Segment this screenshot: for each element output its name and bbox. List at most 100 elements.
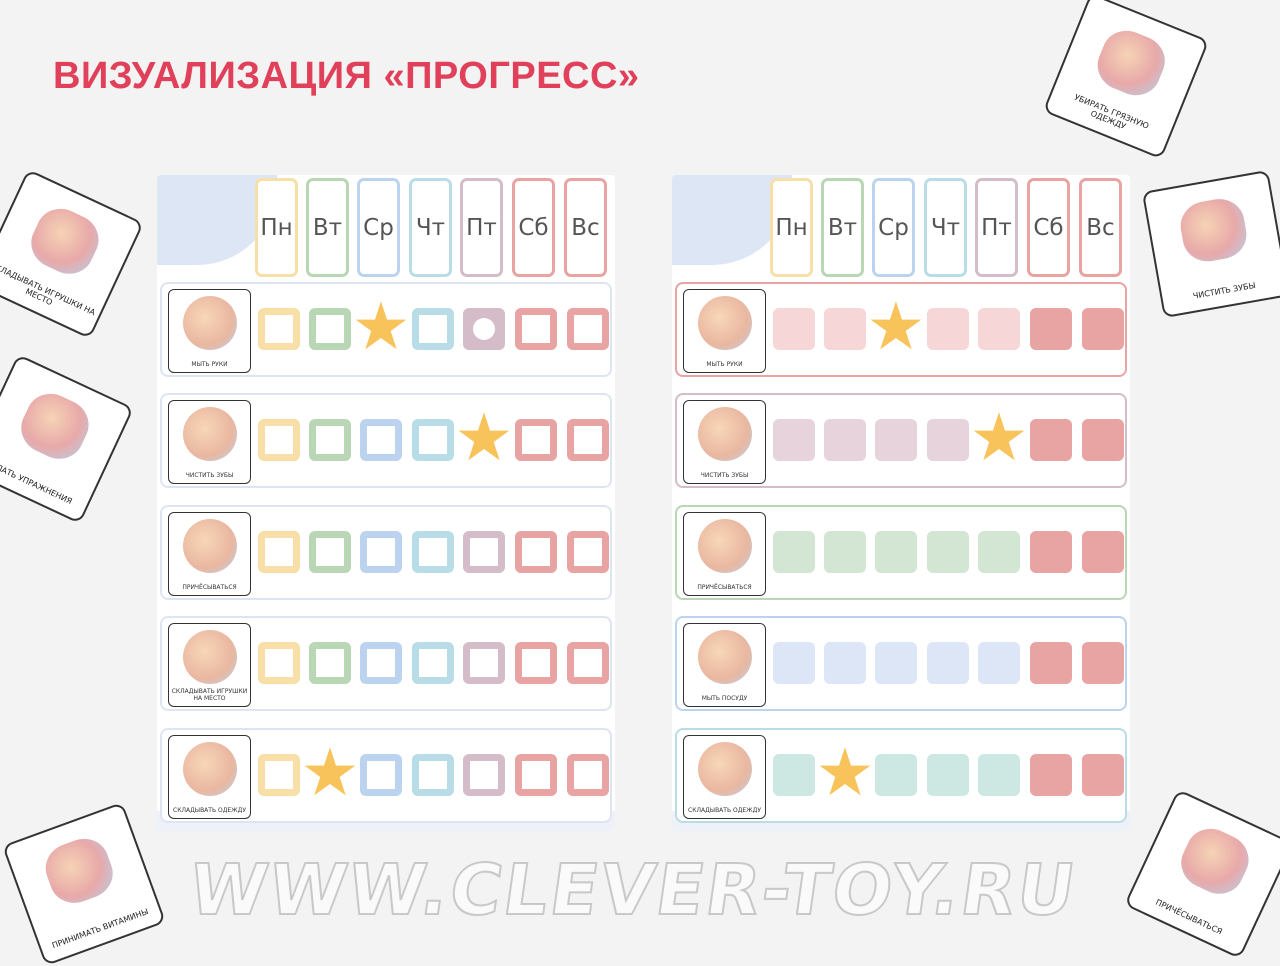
day-header: Сб: [1027, 178, 1070, 277]
day-checkbox[interactable]: [875, 419, 917, 461]
card-label: ПРИНИМАТЬ ВИТАМИНЫ: [50, 906, 150, 951]
day-checkbox[interactable]: [360, 642, 402, 684]
card-label: ПРИЧЁСЫВАТЬСЯ: [1154, 897, 1224, 937]
day-checkbox[interactable]: [567, 642, 609, 684]
day-checkbox[interactable]: [258, 419, 300, 461]
day-checkbox[interactable]: [824, 419, 866, 461]
star-icon[interactable]: ★: [969, 399, 1029, 476]
day-checkbox[interactable]: [1082, 754, 1124, 796]
day-checkbox[interactable]: [978, 308, 1020, 350]
day-checkbox[interactable]: [927, 754, 969, 796]
day-checkbox[interactable]: [412, 754, 454, 796]
day-checkbox[interactable]: [360, 754, 402, 796]
day-checkbox[interactable]: [309, 308, 351, 350]
task-label: СКЛАДЫВАТЬ ОДЕЖДУ: [688, 807, 761, 814]
day-checkbox[interactable]: [515, 642, 557, 684]
day-checkbox[interactable]: [258, 531, 300, 573]
day-checkbox[interactable]: [824, 308, 866, 350]
day-checkbox[interactable]: [567, 419, 609, 461]
day-checkbox[interactable]: [360, 531, 402, 573]
day-checkbox[interactable]: [463, 531, 505, 573]
day-checkbox[interactable]: [258, 308, 300, 350]
star-icon[interactable]: ★: [454, 399, 514, 476]
day-checkbox[interactable]: [1030, 642, 1072, 684]
day-checkbox[interactable]: [515, 308, 557, 350]
task-illustration: [698, 519, 752, 573]
task-illustration: [183, 407, 237, 461]
day-checkbox[interactable]: [515, 531, 557, 573]
day-checkbox[interactable]: [773, 754, 815, 796]
day-checkbox[interactable]: [463, 308, 505, 350]
task-picture: ЧИСТИТЬ ЗУБЫ: [168, 400, 251, 484]
day-checkbox[interactable]: [515, 754, 557, 796]
day-header: Пн: [770, 178, 813, 277]
day-checkbox[interactable]: [1030, 419, 1072, 461]
day-checkbox[interactable]: [412, 531, 454, 573]
day-checkbox[interactable]: [927, 642, 969, 684]
day-checkbox[interactable]: [309, 642, 351, 684]
day-checkbox[interactable]: [1082, 308, 1124, 350]
task-row: СКЛАДЫВАТЬ ИГРУШКИ НА МЕСТО: [160, 616, 612, 711]
day-checkbox[interactable]: [309, 419, 351, 461]
day-checkbox[interactable]: [773, 642, 815, 684]
day-checkbox[interactable]: [773, 419, 815, 461]
day-checkbox[interactable]: [258, 642, 300, 684]
task-illustration: [698, 630, 752, 684]
day-checkbox[interactable]: [1030, 308, 1072, 350]
day-checkbox[interactable]: [773, 308, 815, 350]
star-icon[interactable]: ★: [351, 288, 411, 365]
day-checkbox[interactable]: [978, 531, 1020, 573]
day-checkbox[interactable]: [309, 531, 351, 573]
vitamins-icon: [38, 831, 120, 910]
day-checkbox[interactable]: [978, 754, 1020, 796]
day-checkbox[interactable]: [875, 754, 917, 796]
star-icon[interactable]: ★: [866, 288, 926, 365]
day-checkbox[interactable]: [567, 308, 609, 350]
day-checkbox[interactable]: [875, 642, 917, 684]
task-card-vitamins: ПРИНИМАТЬ ВИТАМИНЫ: [1, 801, 167, 966]
task-illustration: [698, 407, 752, 461]
day-header: Вт: [821, 178, 864, 277]
task-label: СКЛАДЫВАТЬ ИГРУШКИ НА МЕСТО: [171, 688, 248, 702]
day-checkbox[interactable]: [567, 754, 609, 796]
day-checkbox[interactable]: [567, 531, 609, 573]
star-icon[interactable]: ★: [815, 734, 875, 811]
day-checkbox[interactable]: [824, 642, 866, 684]
exercise-icon: [13, 385, 97, 468]
day-checkbox[interactable]: [927, 531, 969, 573]
progress-board: Пн Вт Ср Чт Пт Сб Вс МЫТЬ РУКИ ★ ЧИСТИТЬ ЗУБЫ ★ ПРИ…: [157, 175, 615, 831]
day-checkbox[interactable]: [412, 419, 454, 461]
task-picture: СКЛАДЫВАТЬ ИГРУШКИ НА МЕСТО: [168, 623, 251, 707]
day-checkbox[interactable]: [1030, 531, 1072, 573]
task-row: СКЛАДЫВАТЬ ОДЕЖДУ ★: [160, 728, 612, 823]
day-checkbox[interactable]: [1082, 419, 1124, 461]
day-checkbox[interactable]: [463, 754, 505, 796]
day-checkbox[interactable]: [1082, 531, 1124, 573]
task-row: СКЛАДЫВАТЬ ОДЕЖДУ ★: [675, 728, 1127, 823]
star-icon[interactable]: ★: [300, 734, 360, 811]
day-header: Вс: [1079, 178, 1122, 277]
day-checkbox[interactable]: [927, 308, 969, 350]
day-checkbox[interactable]: [412, 308, 454, 350]
task-row: ПРИЧЁСЫВАТЬСЯ: [675, 505, 1127, 600]
day-header: Вт: [306, 178, 349, 277]
watermark: WWW.CLEVER-TOY.RU: [183, 848, 1083, 932]
day-checkbox[interactable]: [515, 419, 557, 461]
day-checkbox[interactable]: [773, 531, 815, 573]
task-picture: МЫТЬ ПОСУДУ: [683, 623, 766, 707]
day-checkbox[interactable]: [258, 754, 300, 796]
day-checkbox[interactable]: [927, 419, 969, 461]
day-checkbox[interactable]: [360, 419, 402, 461]
day-checkbox[interactable]: [463, 642, 505, 684]
task-illustration: [183, 630, 237, 684]
day-checkbox[interactable]: [1082, 642, 1124, 684]
toothbrush-icon: [1176, 195, 1251, 266]
task-illustration: [183, 519, 237, 573]
day-checkbox[interactable]: [1030, 754, 1072, 796]
task-row: МЫТЬ ПОСУДУ: [675, 616, 1127, 711]
day-checkbox[interactable]: [875, 531, 917, 573]
day-checkbox[interactable]: [412, 642, 454, 684]
day-checkbox[interactable]: [824, 531, 866, 573]
day-checkbox[interactable]: [978, 642, 1020, 684]
task-label: МЫТЬ РУКИ: [706, 361, 743, 368]
